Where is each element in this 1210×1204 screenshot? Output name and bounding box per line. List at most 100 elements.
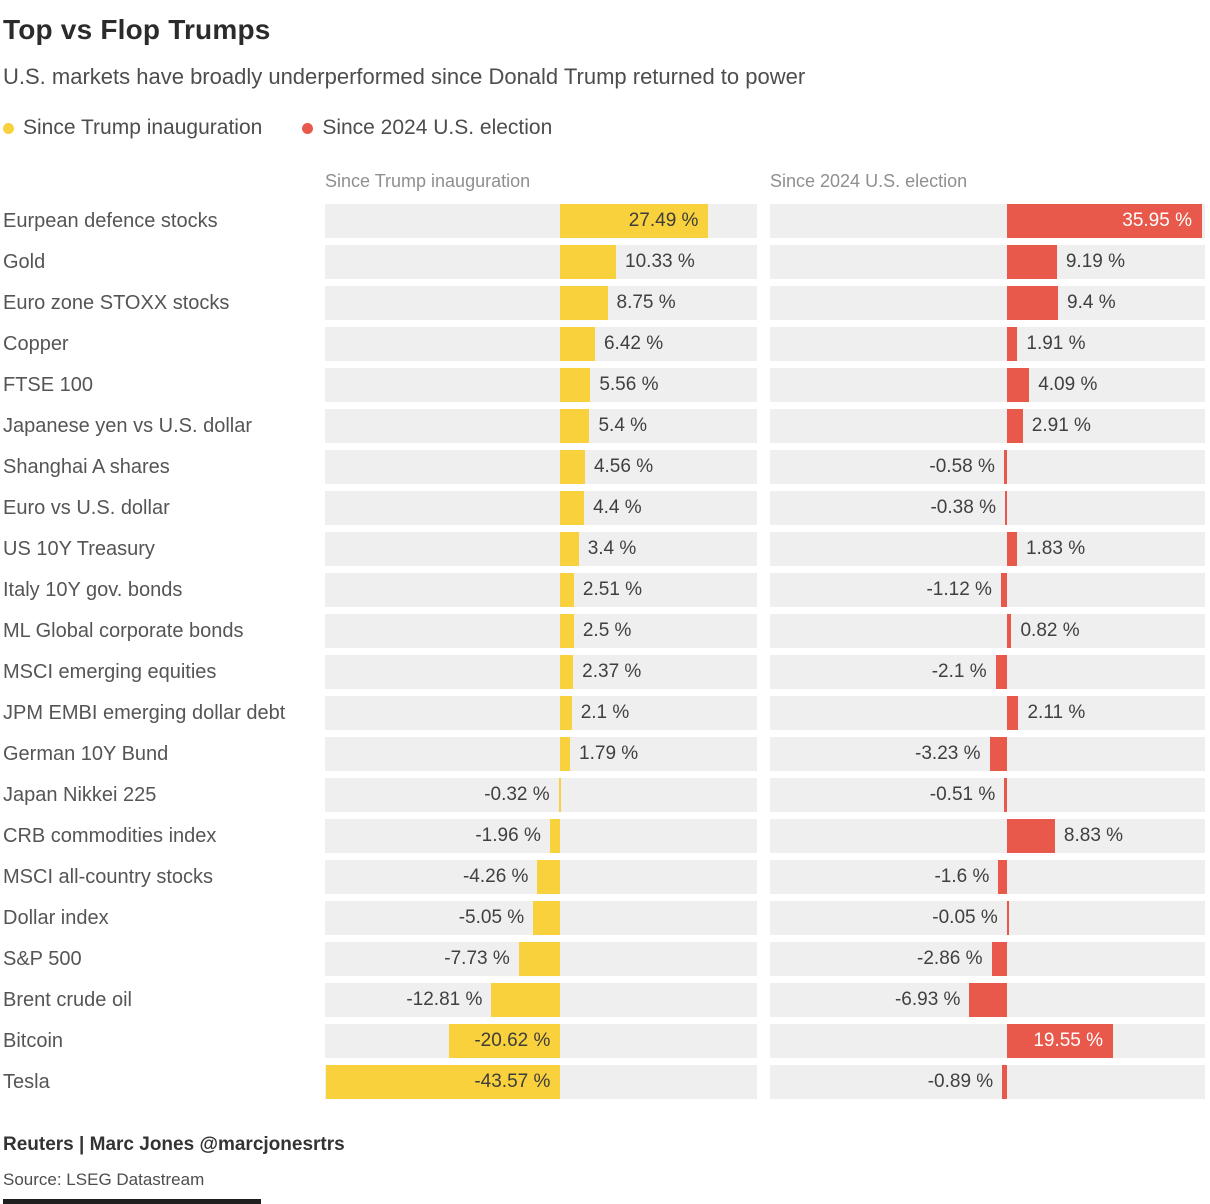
bar-track: 4.09 % — [770, 368, 1205, 402]
category-label: ML Global corporate bonds — [3, 620, 244, 642]
value-label: -0.58 % — [929, 456, 995, 477]
chart-row: MSCI emerging equities 2.37 % -2.1 % — [3, 655, 1206, 689]
value-label: 27.49 % — [628, 210, 699, 231]
bar-track: 2.1 % — [325, 696, 757, 730]
legend-dot-red-icon — [302, 122, 314, 134]
value-label: 4.56 % — [593, 456, 654, 477]
category-label: MSCI all-country stocks — [3, 866, 214, 888]
chart-row: JPM EMBI emerging dollar debt 2.1 % 2.11 % — [3, 696, 1206, 730]
value-label: -12.81 % — [406, 989, 483, 1010]
bar — [560, 327, 595, 361]
bar — [1007, 286, 1058, 320]
bar-track: 19.55 % — [770, 1024, 1205, 1058]
bar — [1007, 368, 1030, 402]
bar: 19.55 % — [1007, 1024, 1114, 1058]
bar: 35.95 % — [1007, 204, 1202, 238]
chart-row: FTSE 100 5.56 % 4.09 % — [3, 368, 1206, 402]
bar-track: -2.86 % — [770, 942, 1205, 976]
chart-row: S&P 500 -7.73 % -2.86 % — [3, 942, 1206, 976]
category-label: Eurpean defence stocks — [3, 210, 218, 232]
bar-track: 35.95 % — [770, 204, 1205, 238]
column-header-spacer — [3, 170, 325, 192]
category-label: Shanghai A shares — [3, 456, 170, 478]
bar-track: 5.4 % — [325, 409, 757, 443]
bar-track: 9.19 % — [770, 245, 1205, 279]
value-label: 2.51 % — [582, 579, 643, 600]
category-label: German 10Y Bund — [3, 743, 169, 765]
legend-item-election: Since 2024 U.S. election — [302, 116, 552, 140]
bar — [1004, 491, 1007, 525]
chart-row: Bitcoin -20.62 % 19.55 % — [3, 1024, 1206, 1058]
value-label: -0.32 % — [484, 784, 550, 805]
bar — [1007, 245, 1057, 279]
value-label: 4.09 % — [1038, 374, 1098, 395]
bar — [560, 368, 591, 402]
bar — [560, 409, 590, 443]
bar-track: 27.49 % — [325, 204, 757, 238]
bar — [533, 901, 561, 935]
value-label: 2.37 % — [582, 661, 642, 682]
bar — [1004, 778, 1008, 812]
bar: 27.49 % — [560, 204, 709, 238]
source-credit: Source: LSEG Datastream — [3, 1170, 205, 1189]
bar-track: 1.83 % — [770, 532, 1205, 566]
bar-track: -0.32 % — [325, 778, 757, 812]
bar-track: 1.79 % — [325, 737, 757, 771]
bar — [1003, 450, 1008, 484]
bar-track: 0.82 % — [770, 614, 1205, 648]
bar-track: -7.73 % — [325, 942, 757, 976]
value-label: 1.83 % — [1025, 538, 1086, 559]
bar — [560, 614, 574, 648]
bar-track: 2.37 % — [325, 655, 757, 689]
category-label: FTSE 100 — [3, 374, 94, 396]
value-label: -1.96 % — [475, 825, 541, 846]
value-label: 9.4 % — [1067, 292, 1116, 313]
byline: Reuters | Marc Jones @marcjonesrtrs — [3, 1134, 345, 1155]
bar-track: -1.12 % — [770, 573, 1205, 607]
bar-track: -12.81 % — [325, 983, 757, 1017]
chart-row: Gold 10.33 % 9.19 % — [3, 245, 1206, 279]
bar — [989, 737, 1008, 771]
category-label: Bitcoin — [3, 1030, 64, 1052]
value-label: -6.93 % — [894, 989, 961, 1010]
column-header-election: Since 2024 U.S. election — [770, 171, 968, 191]
value-label: 19.55 % — [1033, 1030, 1104, 1051]
chart-row: Eurpean defence stocks 27.49 % 35.95 % — [3, 204, 1206, 238]
bar — [560, 696, 572, 730]
bar — [491, 983, 561, 1017]
value-label: 6.42 % — [603, 333, 664, 354]
chart-row: Tesla -43.57 % -0.89 % — [3, 1065, 1206, 1099]
bar-track: 2.11 % — [770, 696, 1205, 730]
bar — [518, 942, 561, 976]
chart-row: Copper 6.42 % 1.91 % — [3, 327, 1206, 361]
value-label: 2.91 % — [1031, 415, 1091, 436]
bar-track: 1.91 % — [770, 327, 1205, 361]
bar — [1000, 573, 1007, 607]
legend-label-inauguration: Since Trump inauguration — [23, 116, 263, 139]
category-label: US 10Y Treasury — [3, 538, 155, 560]
category-label: Tesla — [3, 1071, 50, 1093]
value-label: -1.6 % — [934, 866, 990, 887]
bar-track: 9.4 % — [770, 286, 1205, 320]
value-label: -1.12 % — [926, 579, 992, 600]
chart-row: Dollar index -5.05 % -0.05 % — [3, 901, 1206, 935]
bar — [537, 860, 561, 894]
bar-track: 3.4 % — [325, 532, 757, 566]
bar-track: -0.51 % — [770, 778, 1205, 812]
value-label: 4.4 % — [593, 497, 642, 518]
bar — [1007, 819, 1055, 853]
bar-track: -1.6 % — [770, 860, 1205, 894]
value-label: 5.4 % — [598, 415, 648, 436]
bar — [558, 778, 561, 812]
bar-track: 2.51 % — [325, 573, 757, 607]
category-label: Euro zone STOXX stocks — [3, 292, 230, 314]
bar — [560, 491, 585, 525]
category-label: Euro vs U.S. dollar — [3, 497, 170, 519]
bar — [560, 450, 585, 484]
chart-row: Japan Nikkei 225 -0.32 % -0.51 % — [3, 778, 1206, 812]
category-label: Japanese yen vs U.S. dollar — [3, 415, 253, 437]
category-label: S&P 500 — [3, 948, 82, 970]
value-label: 2.5 % — [582, 620, 632, 641]
chart-row: Italy 10Y gov. bonds 2.51 % -1.12 % — [3, 573, 1206, 607]
